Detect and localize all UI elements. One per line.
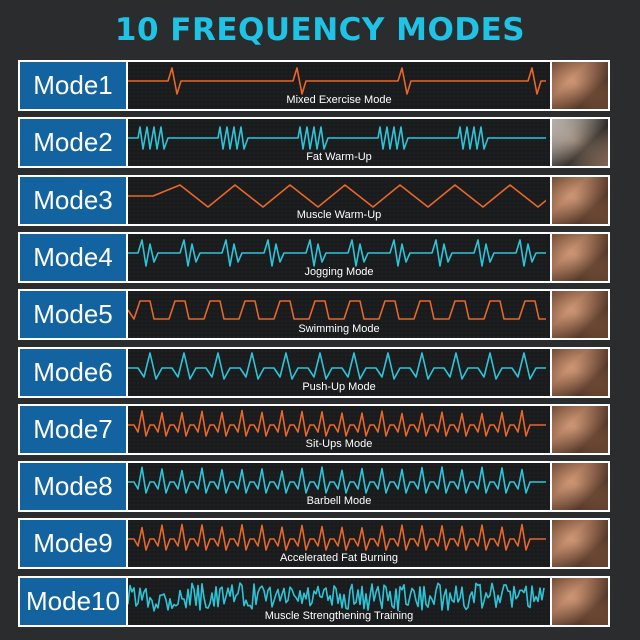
waveform-panel: Swimming Mode	[128, 291, 550, 339]
mode-row: Mode10 Muscle Strengthening Training	[18, 575, 610, 627]
mode-label: Mode7	[20, 405, 128, 453]
glutes-photo	[550, 119, 608, 167]
mode-row: Mode4 Jogging Mode	[18, 231, 610, 283]
waveform-line	[128, 466, 546, 494]
waveform-graphic	[128, 351, 546, 380]
waveform-panel: Accelerated Fat Burning	[128, 520, 550, 568]
photo-shading	[552, 463, 608, 511]
mode-caption: Swimming Mode	[298, 323, 380, 336]
waveform-panel: Push-Up Mode	[128, 348, 550, 396]
waveform-panel: Muscle Strengthening Training	[128, 577, 550, 625]
core-photo	[550, 577, 608, 625]
waveform-graphic	[128, 67, 546, 95]
photo-shading	[552, 577, 608, 625]
waveform-line	[128, 67, 546, 95]
mode-caption: Sit-Ups Mode	[305, 437, 373, 450]
back-photo	[550, 233, 608, 281]
mode-label: Mode3	[20, 176, 128, 224]
mode-caption: Mixed Exercise Mode	[286, 94, 392, 106]
waveform-line	[128, 183, 546, 208]
photo-shading	[552, 348, 608, 396]
mode-label: Mode5	[20, 291, 128, 339]
sixpack-photo	[550, 405, 608, 453]
mode-row: Mode2 Fat Warm-Up	[18, 117, 610, 169]
mode-row: Mode7 Sit-Ups Mode	[18, 403, 610, 455]
waveform-line	[128, 239, 546, 267]
mode-row: Mode9 Accelerated Fat Burning	[18, 518, 610, 570]
waveform-panel: Fat Warm-Up	[128, 119, 550, 167]
waveform-line	[128, 523, 546, 552]
waveform-panel: Muscle Warm-Up	[128, 176, 550, 224]
mode-caption: Muscle Strengthening Training	[264, 609, 414, 622]
waveform-panel: Jogging Mode	[128, 233, 550, 281]
photo-shading	[552, 520, 608, 568]
photo-shading	[552, 233, 608, 281]
photo-shading	[552, 176, 608, 224]
waveform-panel: Mixed Exercise Mode	[128, 62, 550, 109]
waveform-line	[128, 409, 546, 437]
waveform-graphic	[128, 409, 546, 437]
waveform-graphic	[128, 126, 546, 151]
photo-shading	[552, 62, 608, 109]
legs-photo	[550, 62, 608, 109]
mode-caption: Muscle Warm-Up	[296, 208, 382, 221]
waveform-panel: Barbell Mode	[128, 463, 550, 511]
abs-photo	[550, 176, 608, 224]
waveform-graphic	[128, 300, 546, 320]
waveform-graphic	[128, 523, 546, 552]
mode-label: Mode2	[20, 119, 128, 167]
mode-caption: Fat Warm-Up	[306, 151, 372, 164]
mode-label: Mode10	[20, 577, 128, 625]
waveform-graphic	[128, 466, 546, 494]
page-title: 10 FREQUENCY MODES	[114, 12, 526, 48]
waveform-graphic	[128, 183, 546, 208]
abs2-photo	[550, 520, 608, 568]
mode-row: Mode3 Muscle Warm-Up	[18, 174, 610, 226]
mode-caption: Push-Up Mode	[302, 380, 376, 393]
chest-photo	[550, 463, 608, 511]
mode-row: Mode1 Mixed Exercise Mode	[18, 60, 610, 111]
waveform-graphic	[128, 239, 546, 267]
mode-row: Mode8 Barbell Mode	[18, 461, 610, 513]
pushup-photo	[550, 348, 608, 396]
mode-caption: Accelerated Fat Burning	[279, 552, 398, 565]
waveform-line	[128, 126, 546, 151]
mode-caption: Jogging Mode	[304, 265, 374, 278]
waveform-graphic	[128, 581, 545, 612]
mode-label: Mode6	[20, 348, 128, 396]
arms-photo	[550, 291, 608, 339]
mode-label: Mode8	[20, 463, 128, 511]
photo-shading	[552, 405, 608, 453]
mode-label: Mode1	[20, 62, 128, 109]
mode-label: Mode4	[20, 233, 128, 281]
mode-row: Mode6 Push-Up Mode	[18, 346, 610, 398]
mode-label: Mode9	[20, 520, 128, 568]
photo-shading	[552, 291, 608, 339]
mode-row: Mode5 Swimming Mode	[18, 289, 610, 341]
waveform-line	[128, 300, 546, 320]
waveform-line	[128, 581, 545, 612]
photo-shading	[552, 119, 608, 167]
waveform-panel: Sit-Ups Mode	[128, 405, 550, 453]
mode-caption: Barbell Mode	[306, 495, 372, 508]
waveform-line	[128, 351, 546, 380]
